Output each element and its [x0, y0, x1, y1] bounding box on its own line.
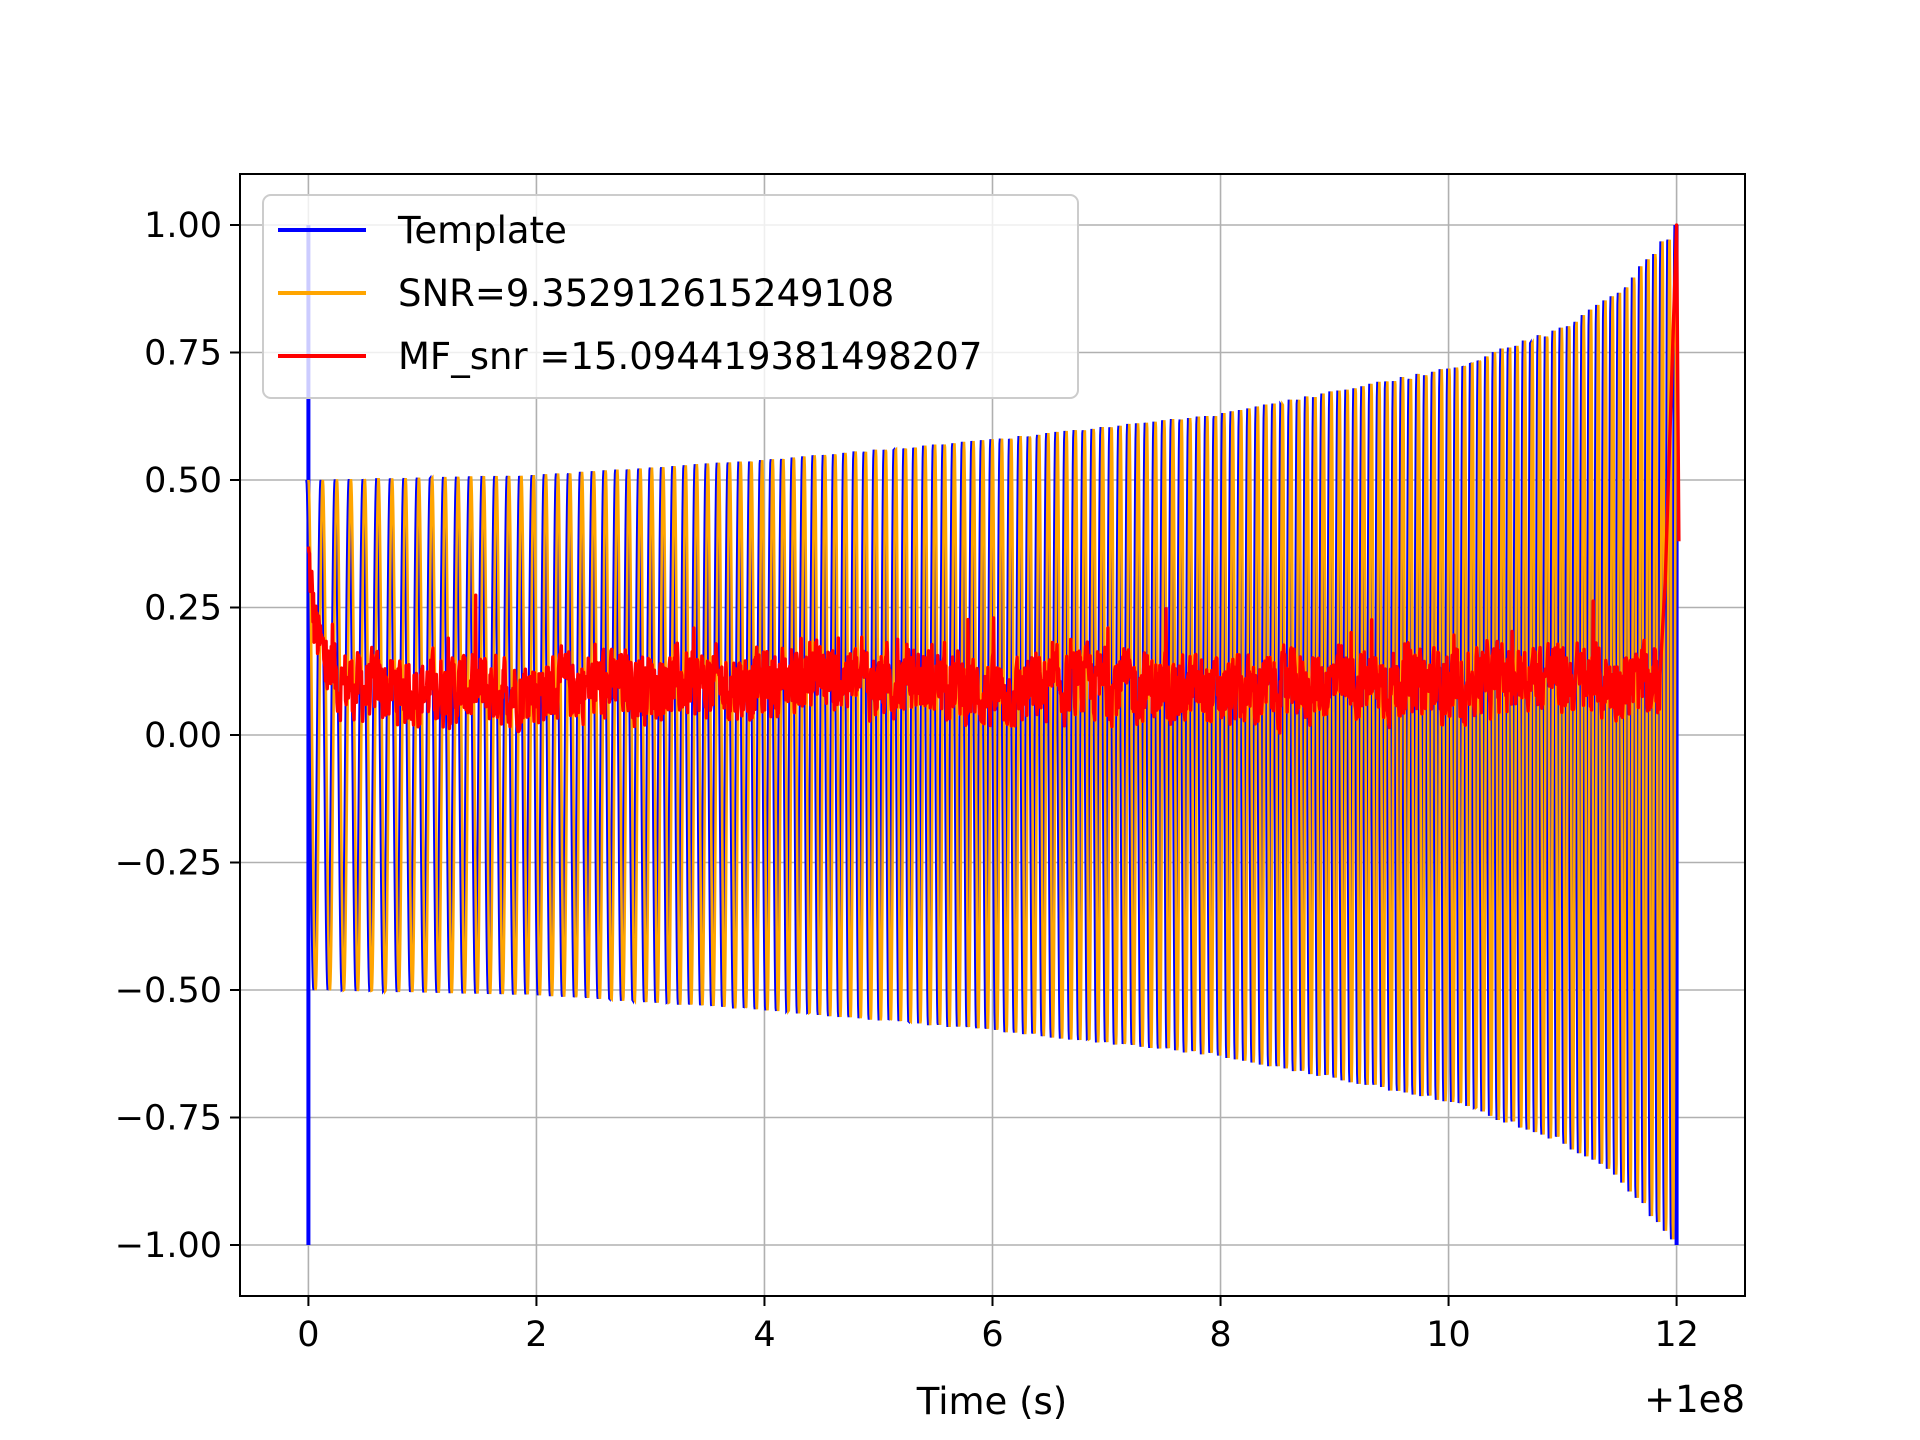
legend-box — [262, 194, 1079, 399]
x-tick-label: 10 — [1426, 1315, 1471, 1355]
y-tick-label: −0.75 — [115, 1099, 222, 1139]
y-tick-label: −0.25 — [115, 844, 222, 884]
legend-label-mf-snr: MF_snr =15.094419381498207 — [398, 335, 982, 378]
y-tick-label: −1.00 — [115, 1226, 222, 1266]
x-tick-label: 6 — [981, 1315, 1003, 1355]
axis-ticks: 0 2 4 6 8 10 12 1.00 0.75 0.50 0.25 0.00 −0.25 −0.50 −… — [115, 206, 1699, 1355]
legend-label-snr: SNR=9.352912615249108 — [398, 272, 894, 315]
mf-snr-series-line — [306, 223, 1681, 735]
y-tick-label: 0.50 — [144, 461, 222, 501]
x-tick-label: 4 — [753, 1315, 775, 1355]
legend-label-template: Template — [397, 209, 567, 252]
x-tick-label: 12 — [1654, 1315, 1699, 1355]
x-offset-label: +1e8 — [1644, 1378, 1745, 1421]
y-tick-label: 0.00 — [144, 716, 222, 756]
x-tick-label: 8 — [1209, 1315, 1231, 1355]
legend: Template SNR=9.352912615249108 MF_snr =1… — [262, 194, 1079, 399]
x-tick-label: 0 — [297, 1315, 319, 1355]
y-tick-label: 0.25 — [144, 589, 222, 629]
y-tick-label: 0.75 — [144, 334, 222, 374]
y-tick-label: −0.50 — [115, 971, 222, 1011]
y-tick-label: 1.00 — [144, 206, 222, 246]
x-tick-label: 2 — [525, 1315, 547, 1355]
x-axis-label: Time (s) — [916, 1380, 1067, 1423]
